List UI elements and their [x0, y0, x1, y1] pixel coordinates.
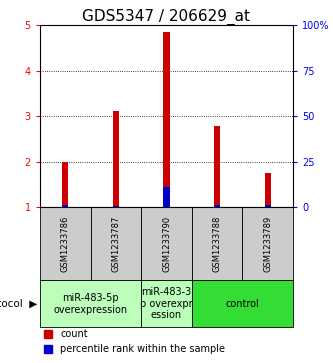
- Bar: [113, 206, 119, 208]
- Bar: [192, 280, 293, 327]
- Text: GSM1233788: GSM1233788: [212, 216, 222, 272]
- Bar: [265, 205, 271, 208]
- Text: miR-483-3
p overexpr
ession: miR-483-3 p overexpr ession: [140, 287, 193, 320]
- Bar: [192, 208, 242, 280]
- Text: protocol  ▶: protocol ▶: [0, 299, 37, 309]
- Text: GSM1233790: GSM1233790: [162, 216, 171, 272]
- Bar: [113, 111, 119, 208]
- Bar: [62, 162, 68, 208]
- Text: percentile rank within the sample: percentile rank within the sample: [60, 344, 225, 354]
- Bar: [265, 174, 271, 208]
- Bar: [214, 126, 220, 208]
- Bar: [62, 205, 68, 208]
- Bar: [141, 208, 192, 280]
- Bar: [214, 205, 220, 208]
- Bar: [91, 208, 141, 280]
- Bar: [164, 187, 169, 208]
- Bar: [242, 208, 293, 280]
- Text: GSM1233789: GSM1233789: [263, 216, 272, 272]
- Title: GDS5347 / 206629_at: GDS5347 / 206629_at: [83, 9, 250, 25]
- Text: miR-483-5p
overexpression: miR-483-5p overexpression: [54, 293, 128, 314]
- Text: control: control: [225, 299, 259, 309]
- Bar: [164, 32, 169, 208]
- Text: GSM1233786: GSM1233786: [61, 216, 70, 272]
- Text: GSM1233787: GSM1233787: [111, 216, 121, 272]
- Bar: [141, 280, 192, 327]
- Bar: [40, 208, 91, 280]
- Bar: [40, 280, 141, 327]
- Text: count: count: [60, 329, 88, 339]
